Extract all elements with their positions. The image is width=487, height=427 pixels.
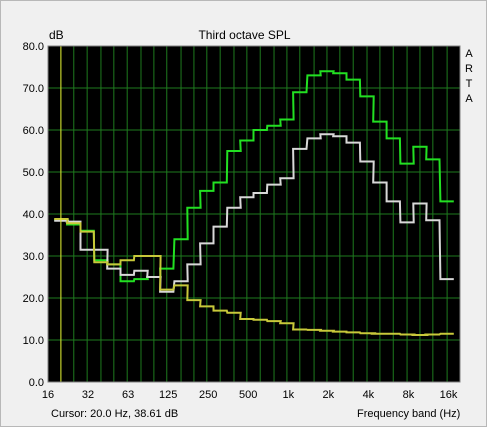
x-tick-label: 32 xyxy=(82,389,94,401)
y-tick-label: 50.0 xyxy=(23,167,44,179)
y-unit-label: dB xyxy=(49,28,64,42)
plot-border xyxy=(47,45,461,383)
y-tick-label: 30.0 xyxy=(23,251,44,263)
brand-letter: R xyxy=(465,63,473,75)
y-tick-label: 80.0 xyxy=(23,41,44,53)
brand-letter: A xyxy=(465,48,473,60)
series-yellow-line xyxy=(54,218,454,336)
x-tick-label: 500 xyxy=(239,389,257,401)
brand-letter: T xyxy=(465,78,473,90)
x-tick-label: 16 xyxy=(42,389,54,401)
series-green-line xyxy=(54,70,454,283)
y-tick-label: 20.0 xyxy=(23,293,44,305)
x-tick-label: 1k xyxy=(282,389,294,401)
brand-letter: A xyxy=(465,93,473,105)
x-tick-label: 125 xyxy=(159,389,177,401)
x-tick-label: 63 xyxy=(122,389,134,401)
chart-title: Third octave SPL xyxy=(198,28,291,42)
y-tick-label: 10.0 xyxy=(23,335,44,347)
cursor-readout: Cursor: 20.0 Hz, 38.61 dB xyxy=(51,408,179,420)
y-tick-label: 60.0 xyxy=(23,125,44,137)
x-tick-label: 2k xyxy=(323,389,335,401)
y-tick-label: 70.0 xyxy=(23,83,44,95)
y-tick-label: 40.0 xyxy=(23,209,44,221)
x-axis-label: Frequency band (Hz) xyxy=(357,408,461,420)
x-tick-label: 8k xyxy=(403,389,415,401)
y-tick-label: 0.0 xyxy=(29,377,44,389)
series-white-line xyxy=(54,133,454,293)
x-tick-label: 250 xyxy=(199,389,217,401)
x-tick-label: 4k xyxy=(363,389,375,401)
brand-arta: A R T A xyxy=(463,47,475,107)
x-tick-label: 16k xyxy=(440,389,458,401)
